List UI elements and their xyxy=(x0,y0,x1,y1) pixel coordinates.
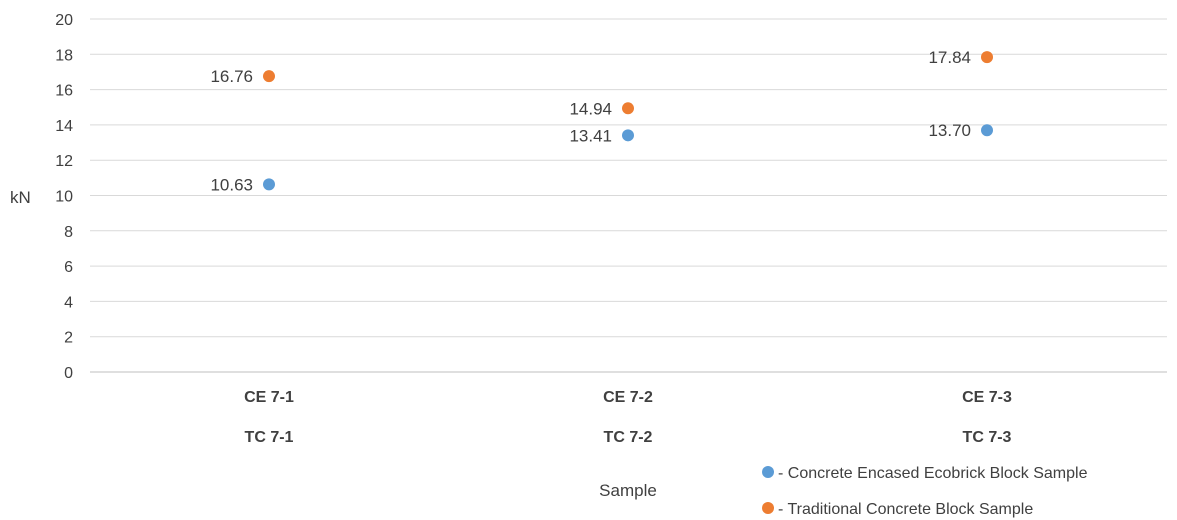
y-tick-label: 4 xyxy=(64,294,73,311)
data-label: 13.41 xyxy=(569,126,612,145)
data-point xyxy=(622,102,634,115)
y-tick-label: 16 xyxy=(55,83,73,100)
x-category-labels: CE 7-1 TC 7-1 CE 7-2 TC 7-2 CE 7-3 TC 7-3 xyxy=(244,389,1012,446)
data-label: 17.84 xyxy=(928,48,971,67)
data-points: 10.63 13.41 13.70 16.76 14.94 17.84 xyxy=(210,48,993,194)
data-point xyxy=(981,51,993,64)
x-category-label: CE 7-1 xyxy=(244,389,294,406)
data-label: 10.63 xyxy=(210,175,253,194)
x-category-label: TC 7-1 xyxy=(245,429,294,446)
data-label: 13.70 xyxy=(928,121,971,140)
y-tick-label: 0 xyxy=(64,365,73,382)
x-category-label: CE 7-3 xyxy=(962,389,1012,406)
y-tick-label: 2 xyxy=(64,330,73,347)
y-tick-label: 14 xyxy=(55,118,73,135)
data-point xyxy=(263,178,275,191)
legend-marker xyxy=(762,502,774,514)
legend-marker xyxy=(762,466,774,478)
legend-entry: - Concrete Encased Ecobrick Block Sample xyxy=(778,465,1088,482)
y-tick-label: 20 xyxy=(55,12,73,29)
x-category-label: CE 7-2 xyxy=(603,389,653,406)
data-label: 16.76 xyxy=(210,67,253,86)
y-tick-label: 8 xyxy=(64,224,73,241)
x-category-label: TC 7-3 xyxy=(963,429,1012,446)
y-tick-label: 12 xyxy=(55,153,73,170)
y-tick-labels: 0 2 4 6 8 10 12 14 16 18 20 xyxy=(55,12,73,382)
y-tick-label: 10 xyxy=(55,189,73,206)
data-point xyxy=(981,124,993,137)
data-label: 14.94 xyxy=(569,99,612,118)
legend-entry: - Traditional Concrete Block Sample xyxy=(778,501,1033,518)
y-tick-label: 6 xyxy=(64,259,73,276)
x-category-label: TC 7-2 xyxy=(604,429,653,446)
y-tick-label: 18 xyxy=(55,47,73,64)
data-point xyxy=(263,70,275,83)
legend: - Concrete Encased Ecobrick Block Sample… xyxy=(762,465,1088,518)
data-point xyxy=(622,129,634,142)
y-axis-label: kN xyxy=(10,188,31,207)
x-axis-label: Sample xyxy=(599,481,657,500)
